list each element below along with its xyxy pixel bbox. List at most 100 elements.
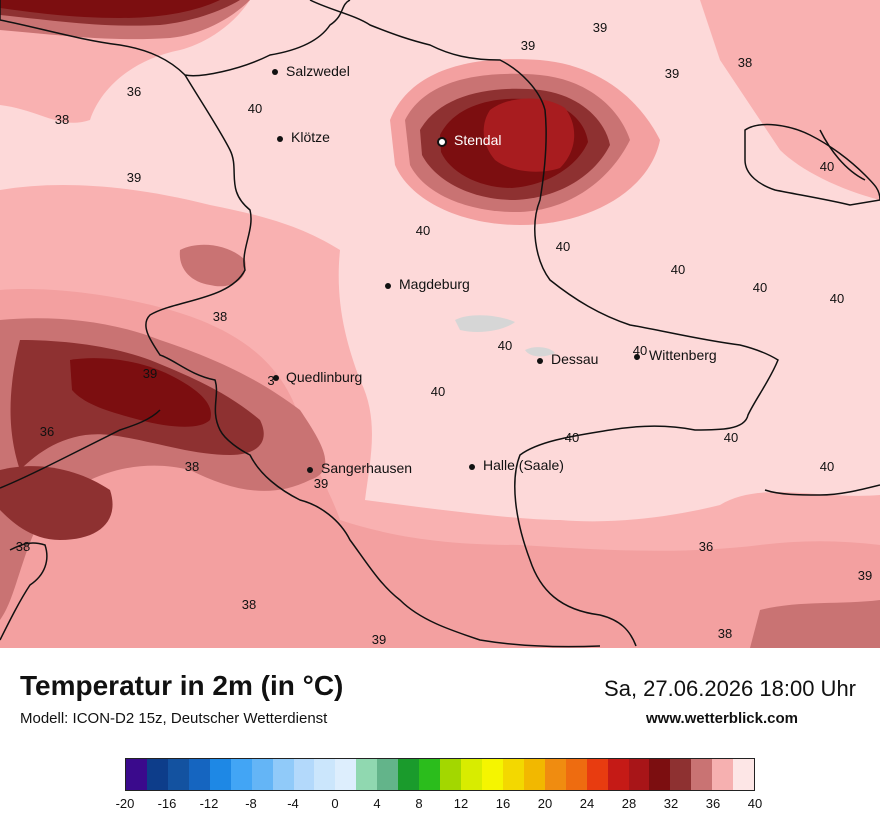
colorbar-swatch: [209, 759, 231, 790]
colorbar-swatch: [230, 759, 252, 790]
colorbar-tick-label: -20: [115, 796, 135, 811]
website-link[interactable]: www.wetterblick.com: [646, 710, 798, 727]
colorbar-swatch: [356, 759, 378, 790]
colorbar-swatch: [293, 759, 315, 790]
colorbar-tick-label: 0: [331, 796, 339, 811]
temperature-value: 40: [820, 159, 834, 174]
colorbar-swatch: [502, 759, 524, 790]
colorbar-swatch: [126, 759, 147, 790]
temperature-value: 39: [521, 38, 535, 53]
colorbar-tick-label: -12: [199, 796, 219, 811]
temperature-value-labels: 39 39 38 39 36 40 38 39 40 40 40 40 40 4…: [16, 20, 872, 647]
colorbar-tick-label: 32: [663, 796, 679, 811]
colorbar-swatch: [544, 759, 566, 790]
colorbar-tick-label: -16: [157, 796, 177, 811]
temperature-value: 38: [242, 597, 256, 612]
temperature-value: 40: [724, 430, 738, 445]
colorbar-swatch: [419, 759, 441, 790]
temperature-value: 40: [820, 459, 834, 474]
city-label-wittenberg: Wittenberg: [649, 347, 717, 363]
colorbar-tick-label: 8: [415, 796, 423, 811]
colorbar-swatch: [565, 759, 587, 790]
temperature-value: 40: [248, 101, 262, 116]
colorbar-tick-label: 12: [453, 796, 469, 811]
temperature-value: 40: [753, 280, 767, 295]
city-label-salzwedel: Salzwedel: [286, 63, 350, 79]
temperature-value: 39: [593, 20, 607, 35]
temperature-value: 39: [372, 632, 386, 647]
temperature-value: 40: [431, 384, 445, 399]
city-magdeburg: Magdeburg: [385, 276, 470, 292]
city-label-halle: Halle (Saale): [483, 457, 564, 473]
colorbar-swatch: [628, 759, 650, 790]
colorbar-tick-label: 40: [747, 796, 763, 811]
map-title: Temperatur in 2m (in °C): [20, 670, 344, 701]
temperature-value: 38: [213, 309, 227, 324]
temperature-value: 39: [314, 476, 328, 491]
temperature-value: 40: [565, 430, 579, 445]
city-wittenberg: Wittenberg: [634, 347, 717, 363]
colorbar-tick-label: -8: [245, 796, 257, 811]
colorbar-swatch: [586, 759, 608, 790]
colorbar-swatch: [461, 759, 482, 790]
temperature-value: 38: [718, 626, 732, 641]
city-label-sangerhausen: Sangerhausen: [321, 460, 412, 476]
forecast-datetime: Sa, 27.06.2026 18:00 Uhr: [604, 676, 856, 701]
no-data-speckles: [455, 315, 555, 357]
city-label-quedlinburg: Quedlinburg: [286, 369, 362, 385]
colorbar-swatch: [398, 759, 420, 790]
colorbar-swatch: [691, 759, 713, 790]
colorbar-swatch: [440, 759, 461, 790]
colorbar-swatch: [167, 759, 189, 790]
temperature-value: 36: [699, 539, 713, 554]
colorbar-swatch: [188, 759, 210, 790]
temperature-map: Salzwedel Klötze Stendal Magdeburg Dessa…: [0, 0, 880, 648]
colorbar-swatch: [712, 759, 734, 790]
map-footer: Temperatur in 2m (in °C) Modell: ICON-D2…: [0, 648, 880, 830]
colorbar-swatch: [607, 759, 629, 790]
temperature-value: 38: [55, 112, 69, 127]
city-stendal: Stendal: [437, 132, 501, 148]
city-label-stendal: Stendal: [454, 132, 501, 148]
colorbar-swatch: [272, 759, 294, 790]
temperature-value: 40: [416, 223, 430, 238]
temperature-value: 40: [830, 291, 844, 306]
city-salzwedel: Salzwedel: [272, 63, 350, 79]
colorbar-swatch: [481, 759, 503, 790]
colorbar-tick-label: 24: [579, 796, 595, 811]
temperature-value: 3: [267, 373, 274, 388]
colorbar-tick-labels: -20 -16 -12 -8 -4 0 4 8 12 16 20 24 28 32 36 40: [116, 796, 763, 814]
temperature-value: 38: [738, 55, 752, 70]
city-halle: Halle (Saale): [469, 457, 564, 473]
temperature-value: 40: [556, 239, 570, 254]
city-dessau: Dessau: [537, 351, 598, 367]
city-kloetze: Klötze: [277, 129, 330, 145]
colorbar-swatch: [251, 759, 273, 790]
state-borders: [0, 0, 880, 648]
city-sangerhausen: Sangerhausen: [307, 460, 412, 476]
temperature-value: 39: [858, 568, 872, 583]
city-label-magdeburg: Magdeburg: [399, 276, 470, 292]
temperature-value: 36: [127, 84, 141, 99]
temperature-value: 36: [40, 424, 54, 439]
city-label-kloetze: Klötze: [291, 129, 330, 145]
temperature-value: 38: [185, 459, 199, 474]
colorbar-swatch: [377, 759, 399, 790]
temperature-value: 39: [143, 366, 157, 381]
city-quedlinburg: Quedlinburg: [273, 369, 362, 385]
temperature-value: 40: [671, 262, 685, 277]
colorbar-swatch: [670, 759, 692, 790]
colorbar-swatch: [314, 759, 336, 790]
colorbar-swatch: [146, 759, 168, 790]
colorbar-tick-label: 36: [705, 796, 721, 811]
temperature-value: 40: [498, 338, 512, 353]
temperature-value: 40: [633, 343, 647, 358]
colorbar-tick-label: 28: [621, 796, 637, 811]
temperature-value: 38: [16, 539, 30, 554]
colorbar-tick-label: 16: [495, 796, 511, 811]
colorbar-tick-label: -4: [287, 796, 299, 811]
city-markers: Salzwedel Klötze Stendal Magdeburg Dessa…: [272, 63, 717, 476]
temperature-value: 39: [127, 170, 141, 185]
city-label-dessau: Dessau: [551, 351, 598, 367]
